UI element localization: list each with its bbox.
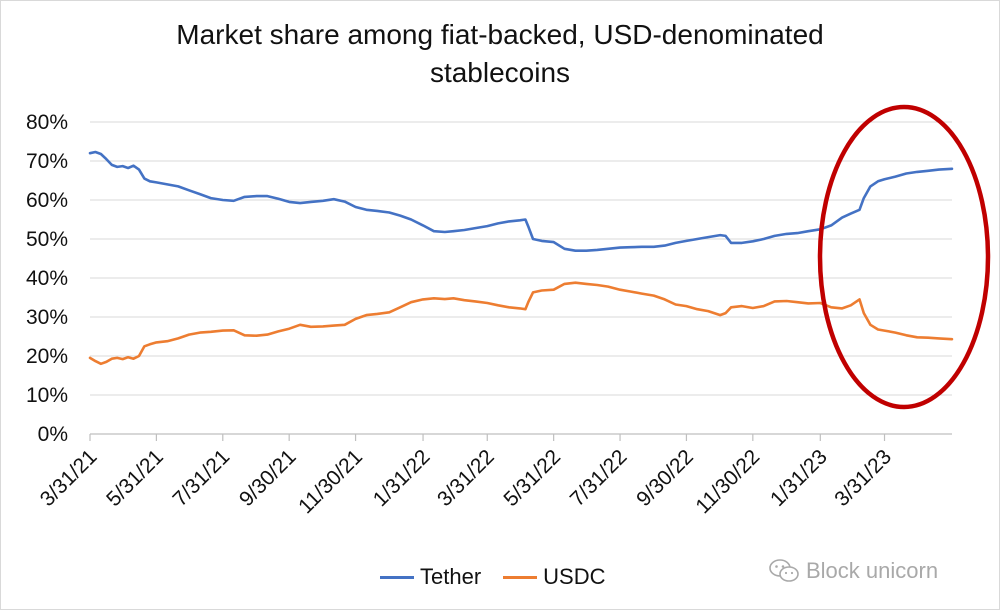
series-lines	[88, 150, 954, 366]
legend: Tether USDC	[380, 562, 606, 592]
x-tick-label: 7/31/22	[566, 445, 632, 511]
legend-item-usdc: USDC	[503, 564, 606, 590]
highlight-ellipse	[817, 104, 991, 410]
chart-title-line-1: Market share among fiat-backed, USD-deno…	[176, 19, 824, 50]
x-tick-label: 11/30/22	[691, 445, 764, 518]
y-axis-ticks: 0% 10% 20% 30% 40% 50% 60% 70% 80%	[26, 111, 68, 446]
legend-swatch-tether	[380, 575, 414, 579]
series-line-tether	[88, 150, 954, 252]
y-tick-label: 30%	[26, 306, 68, 329]
y-tick-label: 60%	[26, 189, 68, 212]
legend-swatch-usdc	[503, 575, 538, 579]
watermark-text: Block unicorn	[806, 558, 939, 583]
y-tick-label: 0%	[38, 423, 68, 446]
x-tick-label: 3/31/22	[433, 445, 499, 511]
gridlines	[90, 121, 952, 396]
chart-title-line-2: stablecoins	[429, 57, 571, 88]
legend-item-tether: Tether	[380, 564, 481, 590]
wechat-icon	[769, 559, 799, 582]
x-tick-label: 1/31/23	[766, 445, 832, 511]
x-tick-label: 1/31/22	[369, 445, 435, 511]
x-tick-label: 5/31/21	[102, 445, 168, 511]
x-tick-label: 7/31/21	[169, 445, 235, 511]
chart-title: Market share among fiat-backed, USD-deno…	[120, 16, 880, 92]
x-tick-label: 5/31/22	[499, 445, 565, 511]
y-tick-label: 40%	[26, 267, 68, 290]
legend-label-tether: Tether	[420, 564, 482, 589]
y-tick-label: 10%	[26, 384, 68, 407]
x-tick-label: 11/30/21	[294, 445, 367, 518]
x-tick-label: 3/31/23	[830, 445, 896, 511]
legend-label-usdc: USDC	[543, 564, 606, 589]
series-line-usdc	[88, 281, 954, 366]
x-tick-label: 9/30/22	[632, 445, 698, 511]
y-tick-label: 70%	[26, 150, 68, 173]
annotations	[817, 104, 991, 410]
y-tick-label: 80%	[26, 111, 68, 134]
x-tick-label: 9/30/21	[235, 445, 301, 511]
y-tick-label: 20%	[26, 345, 68, 368]
watermark: Block unicorn	[768, 557, 938, 585]
x-tick-label: 3/31/21	[36, 445, 102, 511]
y-tick-label: 50%	[26, 228, 68, 251]
